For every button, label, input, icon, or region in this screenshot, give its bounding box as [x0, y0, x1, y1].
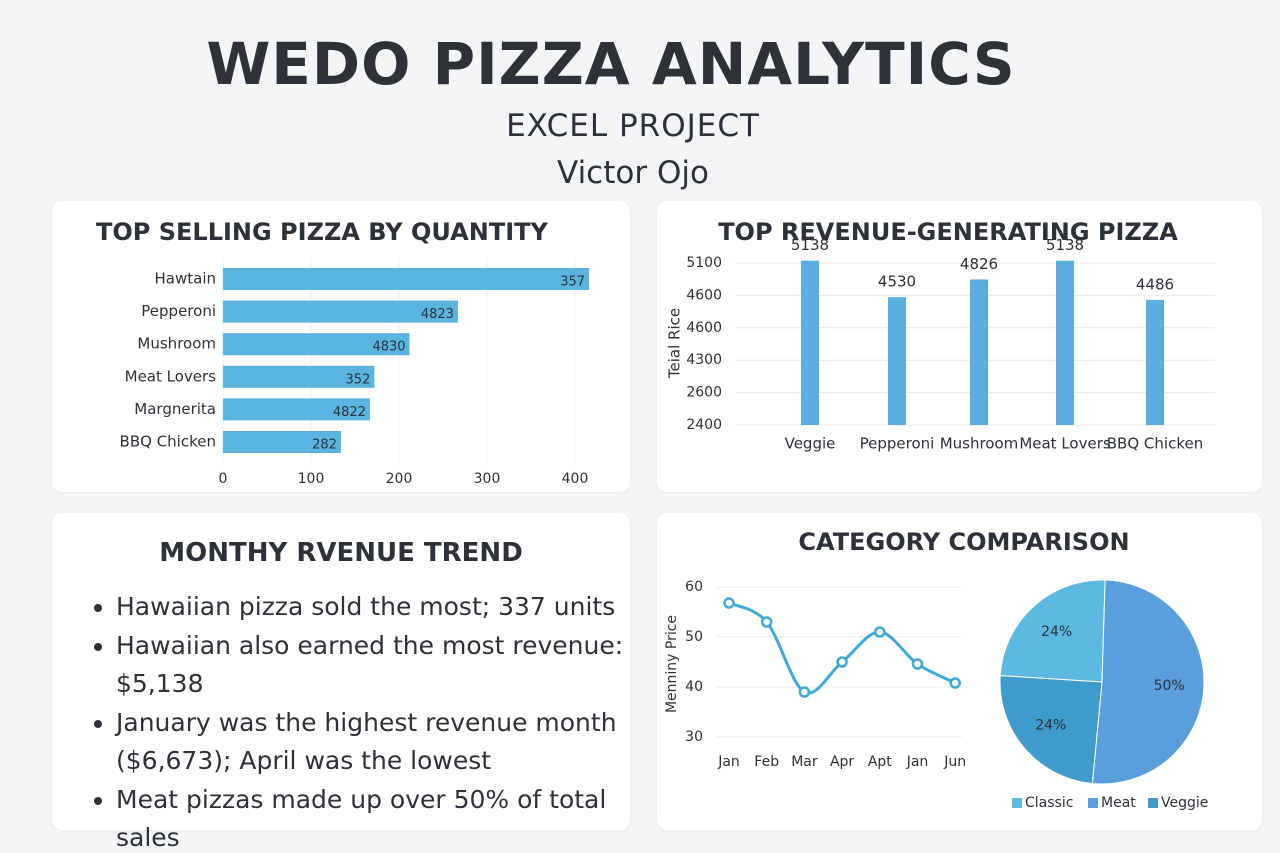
y-tick-label: Margnerita [134, 400, 216, 418]
y-tick-label: 4300 [686, 352, 722, 368]
slice-label: 24% [1041, 624, 1072, 640]
author: Victor Ojo [557, 155, 709, 191]
chart-title: CATEGORY COMPARISON [798, 528, 1129, 556]
point [949, 677, 961, 689]
x-tick-label: 400 [562, 471, 589, 487]
legend-swatch [1012, 798, 1022, 808]
pie-slice [999, 579, 1106, 683]
panel [52, 513, 630, 830]
y-axis-label: Menniny Price [664, 615, 680, 713]
bar [970, 279, 988, 425]
note-item: Hawaiian also earned the most revenue: $… [116, 627, 636, 704]
bar [888, 297, 906, 425]
y-tick-label: Hawtain [155, 270, 217, 288]
bar-label: 4823 [421, 307, 454, 322]
y-tick-label: 30 [685, 729, 703, 745]
note-item: Meat pizzas made up over 50% of total sa… [116, 781, 636, 853]
x-tick-label: 100 [298, 471, 325, 487]
y-tick-label: Pepperoni [141, 302, 216, 320]
bar [223, 398, 370, 421]
bar [1056, 260, 1074, 425]
y-axis-label: Teial Rice [666, 308, 684, 379]
bar-label: 352 [346, 372, 371, 387]
point [836, 656, 848, 668]
x-tick-label: Jan [717, 754, 740, 770]
x-tick-label: Veggie [785, 435, 836, 453]
bar-label: 5138 [1046, 236, 1084, 254]
point [911, 658, 924, 670]
subtitle: EXCEL PROJECT [506, 108, 760, 144]
pie-slice [1091, 579, 1205, 785]
x-tick-label: Apr [830, 754, 854, 770]
x-tick-label: Pepperoni [860, 435, 935, 453]
notes-title: MONTHY RVENUE TREND [159, 538, 523, 568]
x-tick-label: 200 [386, 471, 413, 487]
bar [223, 333, 410, 356]
bar-label: 4826 [960, 255, 998, 273]
y-tick-label: 60 [685, 579, 703, 595]
pie-slice [999, 675, 1103, 785]
y-tick-label: Mushroom [137, 335, 216, 353]
point [798, 686, 811, 698]
y-tick-label: 50 [685, 629, 703, 645]
y-tick-label: 5100 [686, 255, 722, 271]
bar-label: 4830 [372, 340, 405, 355]
x-tick-label: 300 [474, 471, 501, 487]
bar-label: 4822 [333, 405, 366, 420]
x-tick-label: Jun [943, 754, 966, 770]
x-tick-label: Meat Lovers [1019, 435, 1111, 453]
bar [223, 300, 458, 323]
legend-swatch [1148, 798, 1158, 808]
notes-list: Hawaiian pizza sold the most; 337 unitsH… [82, 588, 636, 853]
x-tick-label: Mar [791, 754, 818, 770]
bar-label: 4530 [878, 273, 916, 291]
legend-label: Meat [1101, 795, 1136, 811]
slice-label: 50% [1154, 678, 1185, 694]
bar [1146, 299, 1164, 425]
x-tick-label: BBQ Chicken [1107, 435, 1203, 453]
page-title: WEDO PIZZA ANALYTICS [206, 30, 1016, 98]
x-tick-label: Feb [754, 754, 779, 770]
bar [223, 268, 590, 290]
y-tick-label: 40 [685, 679, 703, 695]
y-tick-label: 4600 [686, 287, 722, 303]
bar [223, 365, 375, 388]
note-item: January was the highest revenue month ($… [116, 704, 636, 781]
y-tick-label: BBQ Chicken [120, 433, 216, 451]
bar [223, 431, 341, 453]
legend-label: Veggie [1161, 795, 1208, 811]
x-tick-label: 0 [219, 471, 228, 487]
legend-label: Classic [1025, 795, 1073, 811]
legend-swatch [1088, 798, 1098, 808]
note-item: Hawaiian pizza sold the most; 337 units [116, 588, 636, 627]
point [874, 626, 886, 638]
slice-label: 24% [1035, 718, 1066, 734]
chart-title: TOP SELLING PIZZA BY QUANTITY [96, 218, 549, 246]
point [723, 597, 735, 609]
x-tick-label: Apt [868, 754, 892, 770]
y-tick-label: Meat Lovers [125, 367, 217, 385]
y-tick-label: 2400 [686, 417, 722, 433]
point [760, 616, 773, 628]
line [728, 601, 956, 695]
x-tick-label: Jan [906, 754, 929, 770]
bar-label: 357 [560, 275, 585, 290]
y-tick-label: 2600 [686, 385, 722, 401]
bar-label: 282 [312, 438, 337, 453]
y-tick-label: 4600 [686, 320, 722, 336]
bar-label: 5138 [791, 236, 829, 254]
chart-title: TOP REVENUE-GENERATING PIZZA [718, 218, 1178, 246]
x-tick-label: Mushroom [940, 435, 1019, 453]
bar [801, 260, 819, 425]
bar-label: 4486 [1136, 275, 1174, 293]
